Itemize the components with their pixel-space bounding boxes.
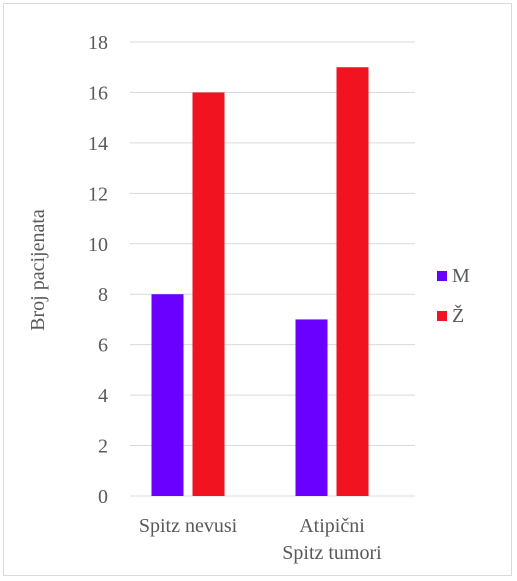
- bar-m-0: [151, 294, 184, 496]
- y-tick-label: 10: [88, 234, 108, 256]
- y-tick-label: 14: [88, 133, 108, 155]
- chart-frame: [3, 3, 512, 576]
- y-axis-ticks: 0 2 4 6 8 10 12 14 16 18: [88, 32, 108, 508]
- bar-m-1: [295, 319, 328, 496]
- y-tick-label: 0: [98, 486, 108, 508]
- y-tick-label: 6: [98, 335, 108, 357]
- legend-swatch: [437, 271, 447, 281]
- legend-label: Ž: [452, 304, 464, 327]
- x-axis-labels: Spitz nevusi Atipični Spitz tumori: [139, 515, 382, 564]
- bar-z-1: [336, 67, 369, 496]
- legend-swatch: [437, 311, 447, 321]
- x-category-label: Spitz nevusi: [139, 515, 238, 537]
- y-tick-label: 16: [88, 82, 108, 104]
- y-tick-label: 2: [98, 436, 108, 458]
- y-axis-label: Broj pacijenata: [27, 209, 49, 331]
- y-tick-label: 8: [98, 284, 108, 306]
- y-tick-label: 4: [98, 385, 108, 407]
- bars: [151, 67, 369, 496]
- y-tick-label: 12: [88, 183, 108, 205]
- x-category-label: Spitz tumori: [282, 542, 382, 564]
- x-category-label: Atipični: [299, 515, 365, 537]
- legend-label: M: [452, 265, 470, 287]
- legend: MŽ: [437, 265, 470, 327]
- y-tick-label: 18: [88, 32, 108, 54]
- bar-z-0: [192, 92, 225, 496]
